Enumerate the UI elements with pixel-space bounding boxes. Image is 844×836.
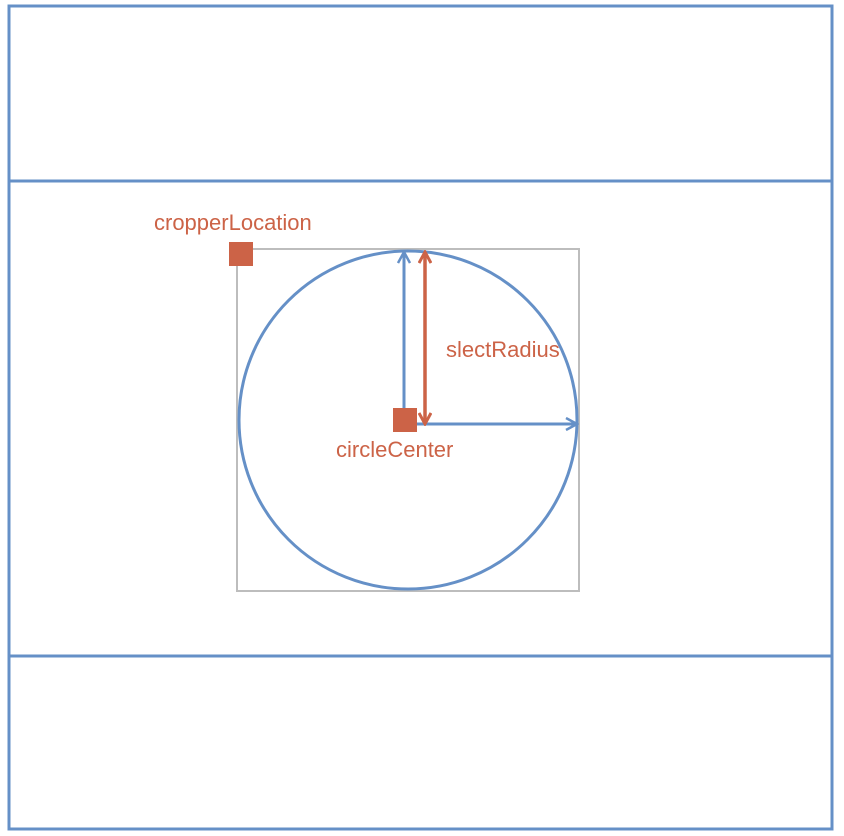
outer-frame (7, 4, 834, 831)
select-radius-label: slectRadius (446, 337, 560, 362)
crop-box (236, 248, 580, 592)
circle-center-marker (393, 408, 417, 432)
circle-center-label: circleCenter (336, 437, 453, 462)
cropper-location-marker (229, 242, 253, 266)
cropper-location-label: cropperLocation (154, 210, 312, 235)
